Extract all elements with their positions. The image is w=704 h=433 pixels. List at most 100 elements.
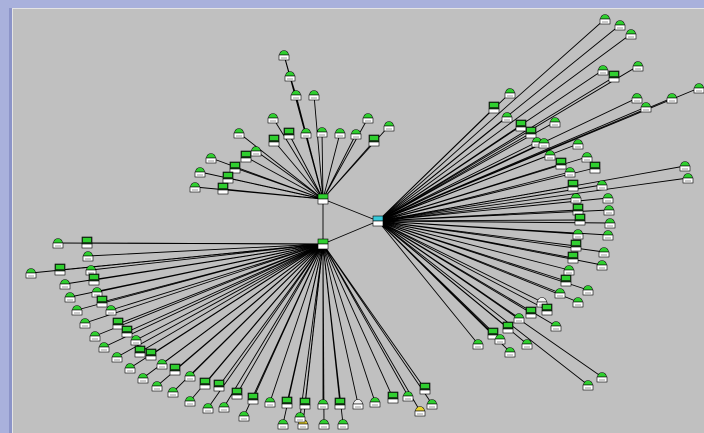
monitor-node-icon[interactable] <box>525 306 537 319</box>
pc-node-icon[interactable] <box>334 128 346 139</box>
pc-node-icon[interactable] <box>549 117 561 128</box>
pc-node-icon[interactable] <box>167 387 179 398</box>
pc-node-icon[interactable] <box>625 29 637 40</box>
monitor-node-icon[interactable] <box>567 179 579 192</box>
pc-node-icon[interactable] <box>572 229 584 240</box>
pc-node-icon[interactable] <box>598 247 610 258</box>
pc-node-icon[interactable] <box>79 318 91 329</box>
pc-node-icon[interactable] <box>184 371 196 382</box>
pc-node-icon[interactable] <box>189 182 201 193</box>
pc-node-icon[interactable] <box>130 335 142 346</box>
monitor-node-icon[interactable] <box>240 150 252 163</box>
pc-node-icon[interactable] <box>513 313 525 324</box>
monitor-node-icon[interactable] <box>268 134 280 147</box>
pc-node-icon[interactable] <box>290 90 302 101</box>
pc-node-icon[interactable] <box>52 238 64 249</box>
pc-node-icon[interactable] <box>414 406 426 417</box>
pc-node-icon[interactable] <box>504 347 516 358</box>
monitor-node-icon[interactable] <box>222 171 234 184</box>
pc-node-icon[interactable] <box>278 50 290 61</box>
pc-node-icon[interactable] <box>599 14 611 25</box>
monitor-node-icon[interactable] <box>572 203 584 216</box>
monitor-node-icon[interactable] <box>247 392 259 405</box>
monitor-node-icon[interactable] <box>560 274 572 287</box>
pc-node-icon[interactable] <box>316 127 328 138</box>
pc-node-icon[interactable] <box>521 339 533 350</box>
pc-node-icon[interactable] <box>563 265 575 276</box>
pc-node-icon[interactable] <box>640 102 652 113</box>
monitor-node-icon[interactable] <box>387 391 399 404</box>
pc-node-icon[interactable] <box>472 339 484 350</box>
monitor-node-icon[interactable] <box>213 379 225 392</box>
pc-node-icon[interactable] <box>111 352 123 363</box>
monitor-node-icon[interactable] <box>334 397 346 410</box>
pc-node-icon[interactable] <box>277 419 289 430</box>
pc-node-icon[interactable] <box>91 287 103 298</box>
pc-node-icon[interactable] <box>202 403 214 414</box>
pc-node-icon[interactable] <box>352 399 364 410</box>
pc-node-icon[interactable] <box>582 285 594 296</box>
pc-node-icon[interactable] <box>194 167 206 178</box>
monitor-node-icon[interactable] <box>488 101 500 114</box>
pc-node-icon[interactable] <box>218 402 230 413</box>
pc-node-icon[interactable] <box>666 93 678 104</box>
monitor-node-icon[interactable] <box>145 348 157 361</box>
pc-node-icon[interactable] <box>581 152 593 163</box>
monitor-node-icon[interactable] <box>169 363 181 376</box>
monitor-node-icon[interactable] <box>199 377 211 390</box>
pc-node-icon[interactable] <box>604 218 616 229</box>
pc-node-icon[interactable] <box>89 331 101 342</box>
pc-node-icon[interactable] <box>582 380 594 391</box>
pc-node-icon[interactable] <box>693 83 704 94</box>
monitor-node-icon[interactable] <box>419 382 431 395</box>
pc-node-icon[interactable] <box>614 20 626 31</box>
pc-node-icon[interactable] <box>572 297 584 308</box>
pc-node-icon[interactable] <box>25 268 37 279</box>
pc-node-icon[interactable] <box>570 193 582 204</box>
monitor-node-icon[interactable] <box>502 321 514 334</box>
pc-node-icon[interactable] <box>383 121 395 132</box>
pc-node-icon[interactable] <box>602 230 614 241</box>
pc-node-icon[interactable] <box>124 363 136 374</box>
pc-node-icon[interactable] <box>603 205 615 216</box>
pc-node-icon[interactable] <box>267 113 279 124</box>
pc-node-icon[interactable] <box>98 342 110 353</box>
monitor-node-icon[interactable] <box>555 157 567 170</box>
monitor-node-icon[interactable] <box>525 126 537 139</box>
pc-node-icon[interactable] <box>362 113 374 124</box>
pc-node-icon[interactable] <box>596 372 608 383</box>
router-icon[interactable] <box>372 215 384 227</box>
pc-node-icon[interactable] <box>238 411 250 422</box>
monitor-node-icon[interactable] <box>121 325 133 338</box>
pc-node-icon[interactable] <box>137 373 149 384</box>
topology-canvas[interactable] <box>12 8 704 433</box>
pc-node-icon[interactable] <box>284 71 296 82</box>
pc-node-icon[interactable] <box>350 129 362 140</box>
pc-node-icon[interactable] <box>105 305 117 316</box>
pc-node-icon[interactable] <box>572 139 584 150</box>
node-layer[interactable] <box>25 14 704 430</box>
pc-node-icon[interactable] <box>233 128 245 139</box>
monitor-node-icon[interactable] <box>608 70 620 83</box>
monitor-node-icon[interactable] <box>570 239 582 252</box>
pc-node-icon[interactable] <box>632 61 644 72</box>
monitor-node-icon[interactable] <box>231 387 243 400</box>
pc-node-icon[interactable] <box>554 288 566 299</box>
monitor-node-icon[interactable] <box>281 396 293 409</box>
monitor-node-icon[interactable] <box>589 161 601 174</box>
pc-node-icon[interactable] <box>318 419 330 430</box>
switch-icon[interactable] <box>317 193 329 205</box>
pc-node-icon[interactable] <box>682 173 694 184</box>
monitor-node-icon[interactable] <box>96 295 108 308</box>
monitor-node-icon[interactable] <box>88 273 100 286</box>
pc-node-icon[interactable] <box>64 292 76 303</box>
monitor-node-icon[interactable] <box>217 182 229 195</box>
monitor-node-icon[interactable] <box>81 236 93 249</box>
pc-node-icon[interactable] <box>59 279 71 290</box>
pc-node-icon[interactable] <box>597 65 609 76</box>
pc-node-icon[interactable] <box>250 146 262 157</box>
monitor-node-icon[interactable] <box>368 134 380 147</box>
pc-node-icon[interactable] <box>504 88 516 99</box>
pc-node-icon[interactable] <box>501 112 513 123</box>
pc-node-icon[interactable] <box>631 93 643 104</box>
